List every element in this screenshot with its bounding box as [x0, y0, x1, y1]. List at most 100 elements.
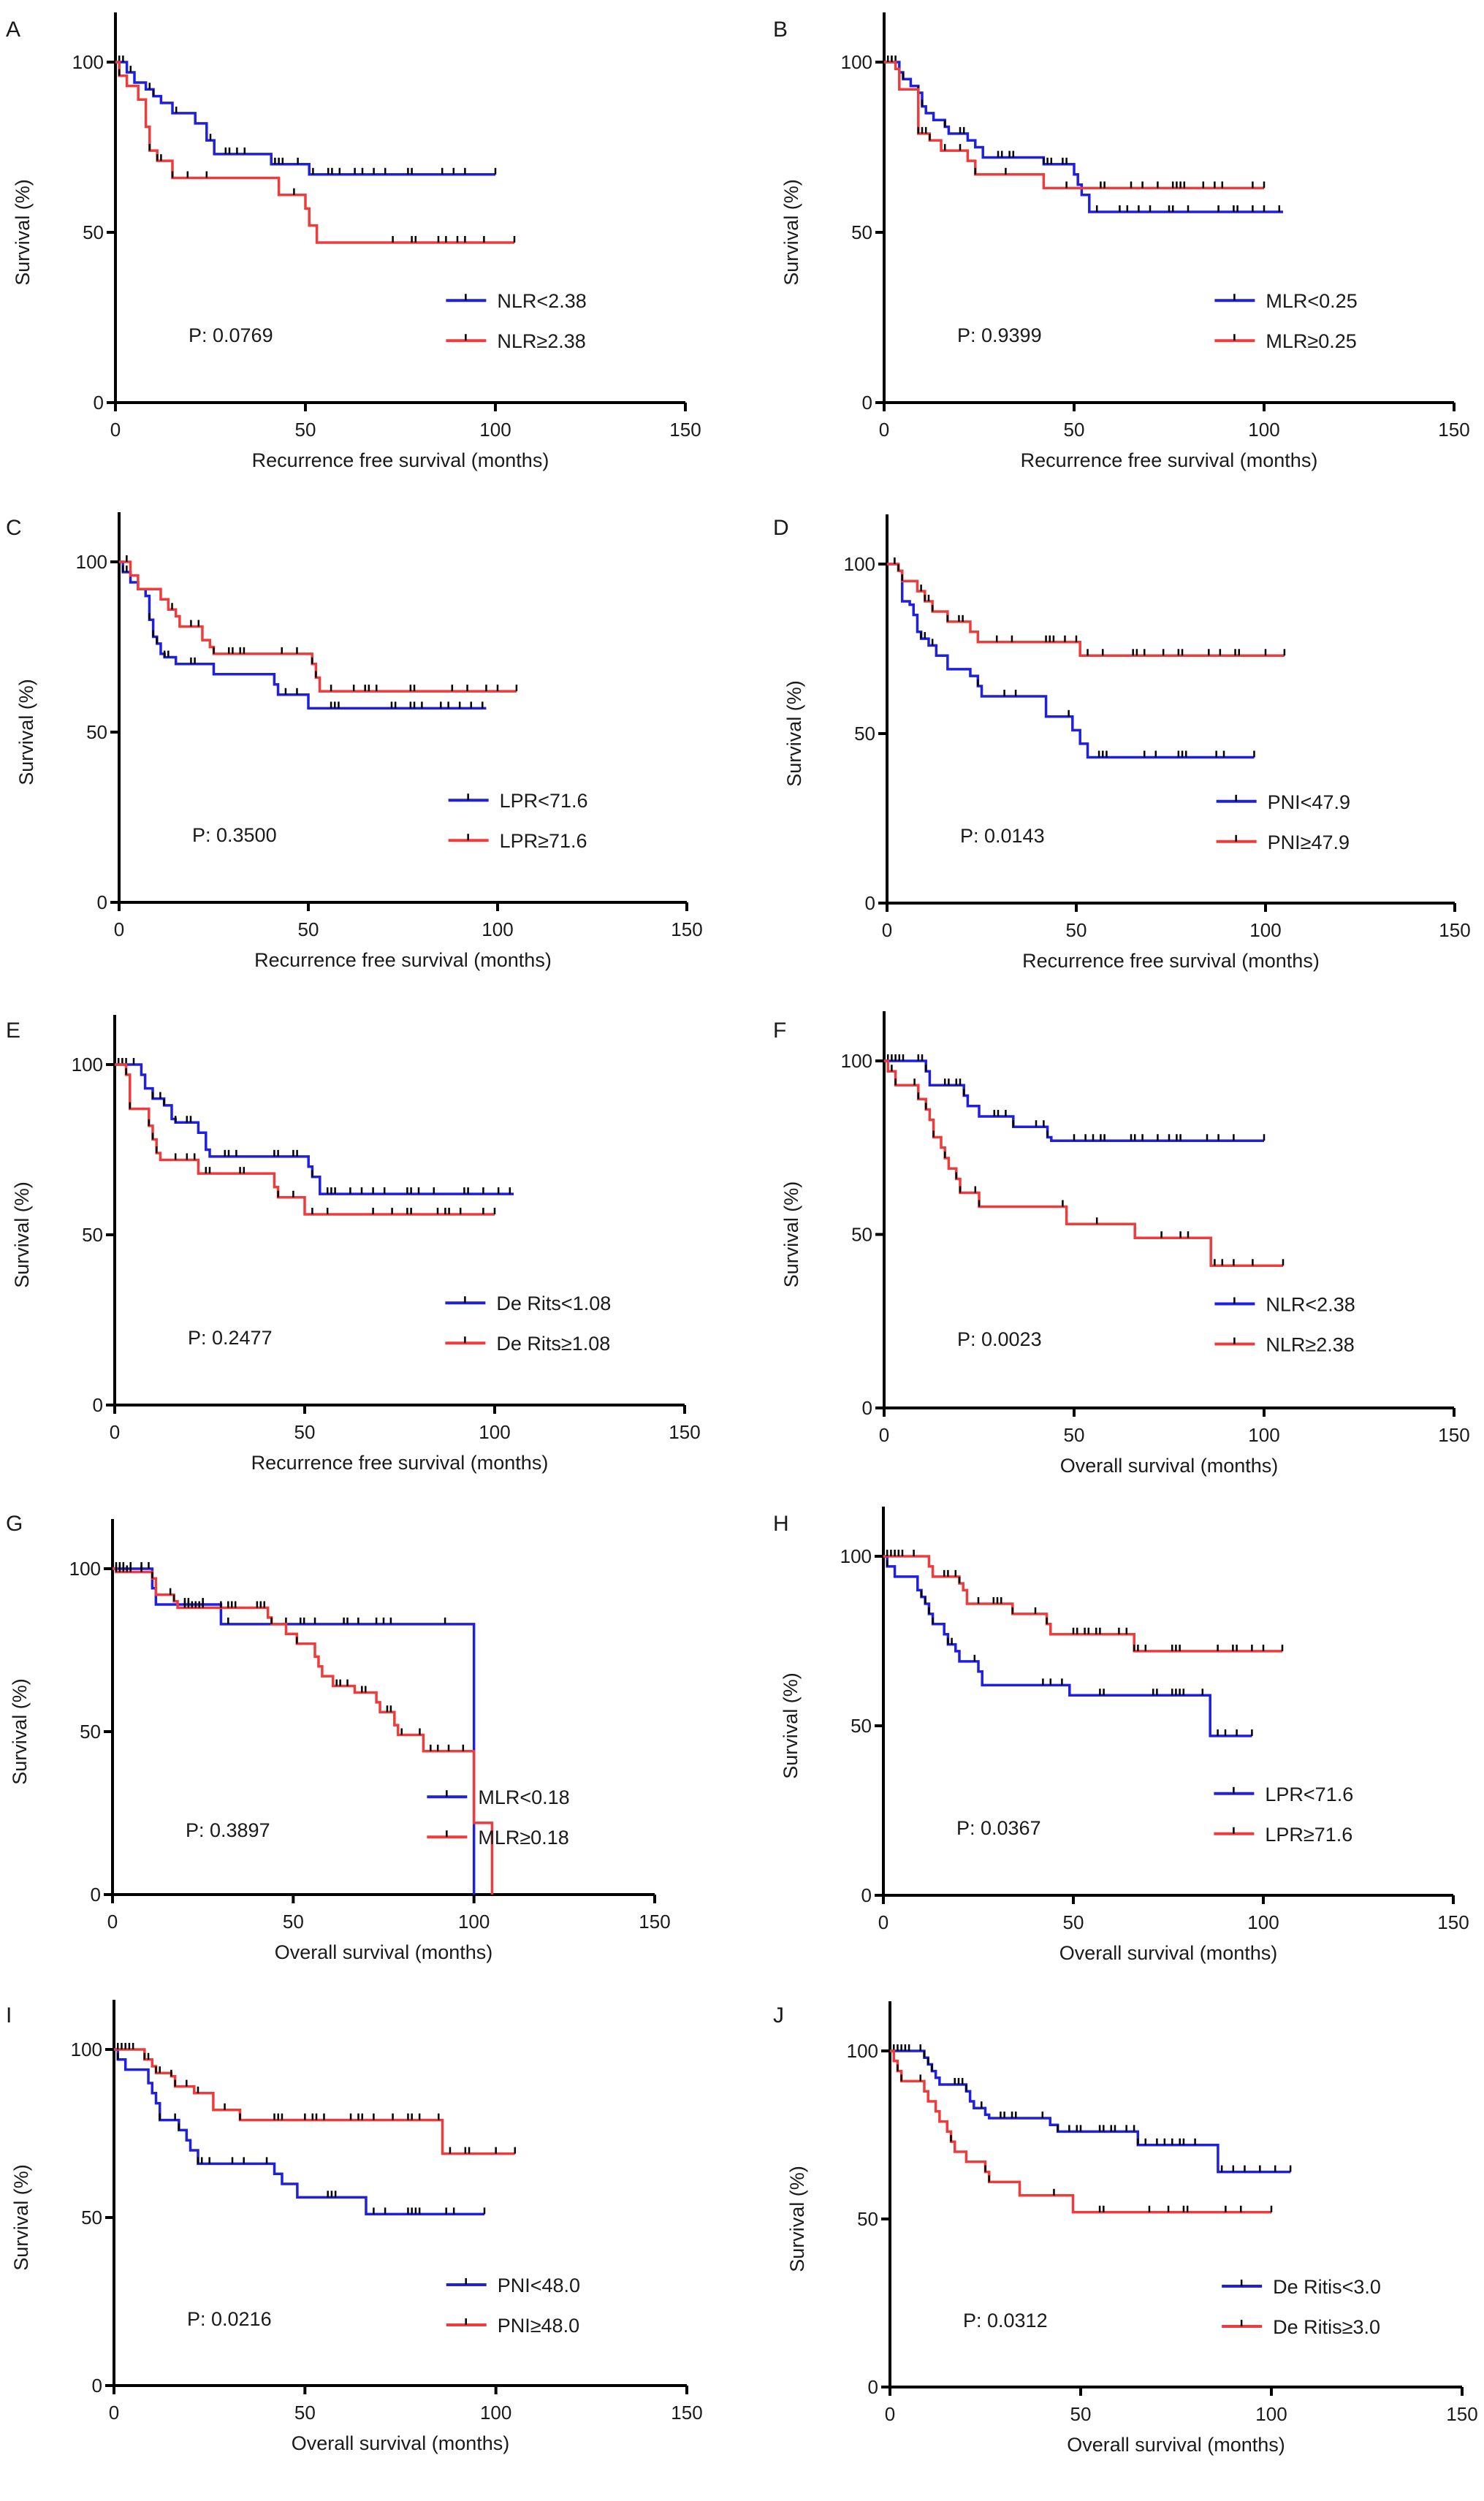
x-tick-label: 50 — [1063, 1911, 1084, 1933]
x-tick-label: 50 — [294, 1421, 316, 1443]
survival-curve — [113, 1567, 476, 1895]
x-tick-label: 0 — [109, 2402, 119, 2424]
y-tick-label: 50 — [81, 2207, 102, 2228]
y-tick-label: 50 — [851, 1224, 872, 1246]
series-low-group: NLR<2.38 — [884, 1054, 1355, 1316]
x-tick-label: 150 — [669, 1421, 700, 1443]
panel-i: I 0 50 100 0 50 100 150 Overall survival (months… — [6, 2000, 703, 2454]
x-tick-label: 100 — [480, 2402, 511, 2424]
x-axis-label: Recurrence free survival (months) — [1021, 449, 1318, 471]
panel-label: B — [773, 18, 788, 42]
y-tick-label: 100 — [840, 1545, 872, 1567]
p-value: P: 0.3897 — [186, 1819, 270, 1841]
x-tick-label: 150 — [1446, 2403, 1477, 2425]
y-tick-label: 50 — [82, 1224, 103, 1246]
series-high-group: NLR≥2.38 — [884, 1059, 1355, 1356]
x-tick-label: 0 — [107, 1911, 118, 1933]
y-tick-label: 0 — [862, 392, 872, 414]
p-value: P: 0.2477 — [188, 1327, 273, 1349]
p-value: P: 0.0023 — [957, 1328, 1042, 1350]
x-tick-label: 100 — [458, 1911, 490, 1933]
legend-label: De Rits<1.08 — [496, 1293, 611, 1314]
panel-label: J — [773, 2003, 784, 2028]
x-tick-label: 50 — [298, 918, 319, 940]
legend-label: De Rits≥1.08 — [496, 1333, 610, 1355]
survival-curve — [119, 560, 487, 710]
y-tick-label: 50 — [80, 1721, 101, 1743]
x-tick-label: 100 — [1249, 919, 1281, 941]
panel-c: C 0 50 100 0 50 100 150 Recurrence free survival… — [6, 512, 703, 971]
legend-label: MLR<0.18 — [478, 1786, 569, 1808]
series-high-group: MLR≥0.25 — [884, 56, 1357, 352]
y-tick-label: 50 — [851, 221, 872, 243]
x-tick-label: 150 — [1439, 919, 1470, 941]
x-tick-label: 150 — [671, 918, 702, 940]
y-tick-label: 100 — [76, 551, 107, 573]
y-tick-label: 50 — [851, 1715, 872, 1737]
survival-curve — [115, 61, 514, 244]
survival-curve — [884, 61, 1283, 213]
survival-curve — [115, 1063, 495, 1216]
panel-label: F — [773, 1019, 786, 1043]
x-tick-label: 100 — [1255, 2403, 1287, 2425]
panel-f: F 0 50 100 0 50 100 150 Overall survival (months… — [773, 1011, 1470, 1477]
y-tick-label: 100 — [841, 51, 872, 73]
x-tick-label: 100 — [1248, 1424, 1279, 1446]
legend-label: NLR≥2.38 — [497, 330, 585, 352]
survival-curve — [883, 1555, 1252, 1737]
series-high-group: De Rits≥1.08 — [115, 1063, 610, 1355]
legend-label: LPR<71.6 — [500, 790, 588, 812]
x-axis-label: Overall survival (months) — [1060, 1455, 1279, 1477]
survival-curve — [113, 1567, 494, 1895]
panel-label: E — [6, 1019, 20, 1043]
legend-label: MLR<0.25 — [1266, 290, 1357, 312]
legend-label: NLR≥2.38 — [1266, 1334, 1354, 1356]
x-tick-label: 0 — [879, 1424, 889, 1446]
y-tick-label: 100 — [72, 51, 104, 73]
y-axis-label: Survival (%) — [780, 1181, 802, 1288]
y-tick-label: 50 — [86, 721, 107, 743]
legend-label: MLR≥0.18 — [478, 1827, 568, 1849]
y-axis-label: Survival (%) — [10, 2164, 32, 2271]
x-axis-label: Recurrence free survival (months) — [252, 449, 549, 471]
y-axis-label: Survival (%) — [783, 680, 805, 787]
legend-label: LPR≥71.6 — [1265, 1824, 1352, 1846]
series-low-group: LPR<71.6 — [883, 1555, 1353, 1805]
survival-curve — [114, 2048, 515, 2155]
series-low-group: MLR<0.18 — [113, 1562, 570, 1895]
legend-label: MLR≥0.25 — [1266, 330, 1356, 352]
x-axis-label: Recurrence free survival (months) — [1022, 950, 1320, 972]
x-tick-label: 0 — [885, 2403, 895, 2425]
legend-label: NLR<2.38 — [497, 290, 586, 312]
y-tick-label: 0 — [92, 2375, 102, 2397]
x-tick-label: 100 — [479, 1421, 510, 1443]
x-tick-label: 50 — [1066, 919, 1087, 941]
series-low-group: NLR<2.38 — [115, 56, 587, 312]
y-tick-label: 0 — [93, 1394, 103, 1416]
y-tick-label: 0 — [865, 892, 875, 914]
y-tick-label: 100 — [69, 1558, 101, 1580]
x-tick-label: 50 — [1070, 2403, 1092, 2425]
p-value: P: 0.9399 — [957, 324, 1042, 346]
series-low-group: De Ritis<3.0 — [890, 2044, 1381, 2298]
series-high-group: LPR≥71.6 — [883, 1550, 1352, 1846]
series-high-group: De Ritis≥3.0 — [890, 2049, 1380, 2338]
series-low-group: MLR<0.25 — [884, 56, 1358, 312]
panel-label: I — [6, 2003, 12, 2028]
x-tick-label: 150 — [669, 419, 701, 441]
survival-curve — [114, 2048, 484, 2216]
p-value: P: 0.0312 — [963, 2310, 1048, 2331]
x-axis-label: Overall survival (months) — [1059, 1942, 1278, 1964]
p-value: P: 0.0143 — [960, 825, 1045, 847]
x-tick-label: 150 — [639, 1911, 670, 1933]
survival-curve — [119, 560, 517, 693]
series-low-group: De Rits<1.08 — [115, 1058, 611, 1314]
p-value: P: 0.0367 — [956, 1817, 1041, 1839]
p-value: P: 0.0216 — [187, 2308, 272, 2330]
x-axis-label: Recurrence free survival (months) — [254, 949, 552, 971]
panel-label: C — [6, 516, 22, 540]
x-tick-label: 150 — [1438, 419, 1469, 441]
legend-label: NLR<2.38 — [1266, 1294, 1355, 1316]
legend-label: PNI<48.0 — [498, 2274, 580, 2296]
